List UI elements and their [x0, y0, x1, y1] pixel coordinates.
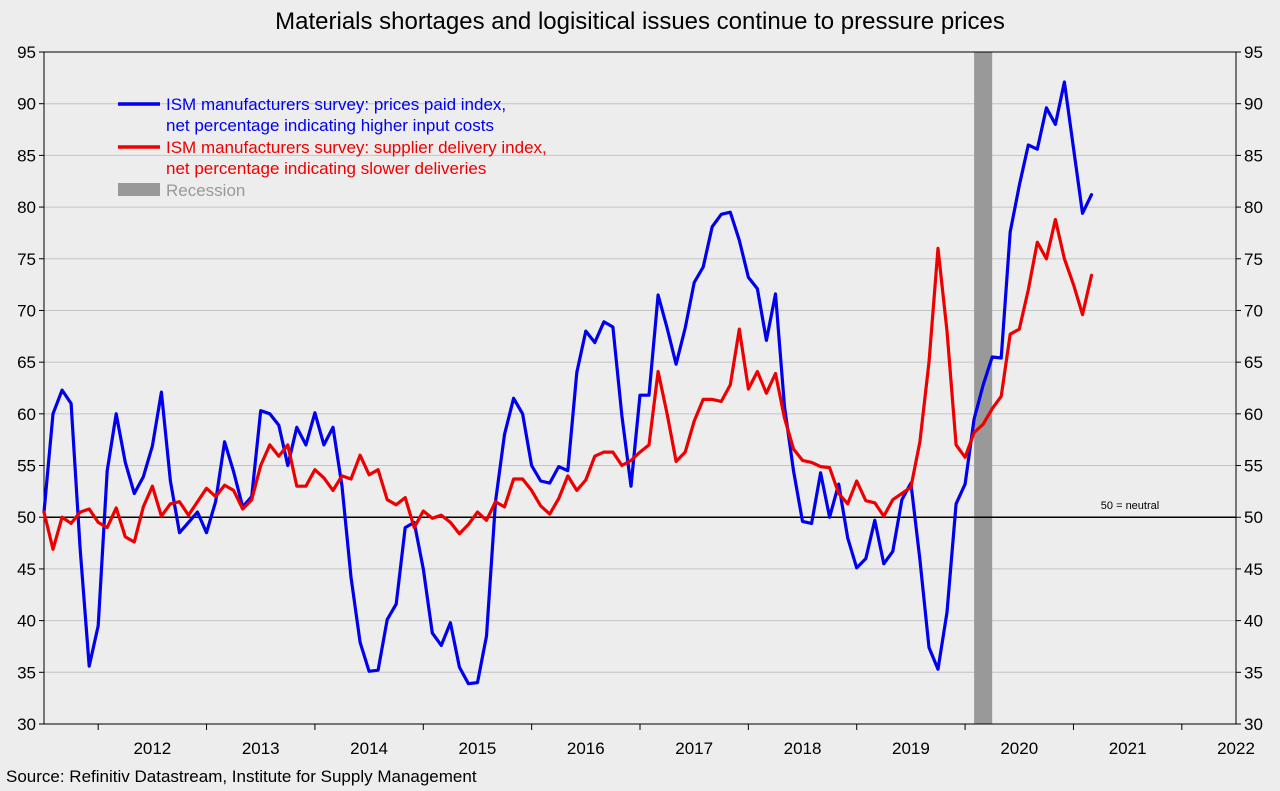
source-note: Source: Refinitiv Datastream, Institute …	[6, 767, 477, 786]
legend-swatch-recession	[118, 183, 160, 196]
x-tick-label-2020: 2020	[1000, 739, 1038, 758]
y-tick-label-right: 55	[1244, 457, 1263, 476]
y-tick-label-left: 95	[17, 43, 36, 62]
y-tick-label-left: 55	[17, 457, 36, 476]
y-tick-label-left: 85	[17, 146, 36, 165]
y-tick-label-right: 70	[1244, 301, 1263, 320]
y-tick-label-left: 75	[17, 250, 36, 269]
y-tick-label-right: 65	[1244, 353, 1263, 372]
y-tick-label-left: 45	[17, 560, 36, 579]
y-tick-label-right: 60	[1244, 405, 1263, 424]
y-tick-label-right: 75	[1244, 250, 1263, 269]
x-tick-label-2019: 2019	[892, 739, 930, 758]
y-tick-label-left: 50	[17, 508, 36, 527]
x-tick-label-2017: 2017	[675, 739, 713, 758]
series-line-1	[42, 80, 1094, 686]
x-tick-label-2022: 2022	[1217, 739, 1255, 758]
y-tick-label-right: 40	[1244, 612, 1263, 631]
y-tick-label-right: 95	[1244, 43, 1263, 62]
y-tick-label-left: 65	[17, 353, 36, 372]
axes: 30 30 35 35 40 40 45 45 50 50 55 55 60 60 65 65 70 70 75 75…	[17, 43, 1263, 758]
y-tick-label-right: 45	[1244, 560, 1263, 579]
neutral-line-label: 50 = neutral	[1101, 500, 1159, 512]
series-lines	[42, 80, 1094, 686]
legend-label-2: ISM manufacturers survey: supplier deliv…	[166, 138, 547, 157]
legend: ISM manufacturers survey: prices paid in…	[118, 95, 547, 200]
legend-label-1: net percentage indicating higher input c…	[166, 116, 494, 135]
y-tick-label-left: 90	[17, 95, 36, 114]
x-tick-label-2013: 2013	[242, 739, 280, 758]
y-tick-label-left: 80	[17, 198, 36, 217]
x-tick-label-2018: 2018	[784, 739, 822, 758]
x-tick-label-2014: 2014	[350, 739, 388, 758]
y-tick-label-left: 40	[17, 612, 36, 631]
gridlines	[44, 103, 1236, 673]
legend-label-2: net percentage indicating slower deliver…	[166, 159, 486, 178]
series-line-2	[42, 217, 1094, 551]
y-tick-label-right: 90	[1244, 95, 1263, 114]
y-tick-label-right: 50	[1244, 508, 1263, 527]
chart-title: Materials shortages and logisitical issu…	[275, 8, 1005, 35]
legend-label-1: ISM manufacturers survey: prices paid in…	[166, 95, 506, 114]
x-tick-label-2015: 2015	[459, 739, 497, 758]
y-tick-label-left: 35	[17, 663, 36, 682]
legend-label-3: Recession	[166, 181, 245, 200]
y-tick-label-right: 85	[1244, 146, 1263, 165]
y-tick-label-left: 60	[17, 405, 36, 424]
y-tick-label-right: 35	[1244, 663, 1263, 682]
x-tick-label-2021: 2021	[1109, 739, 1147, 758]
x-tick-label-2012: 2012	[133, 739, 171, 758]
x-tick-label-2016: 2016	[567, 739, 605, 758]
y-tick-label-left: 70	[17, 301, 36, 320]
y-tick-label-left: 30	[17, 715, 36, 734]
y-tick-label-right: 30	[1244, 715, 1263, 734]
y-tick-label-right: 80	[1244, 198, 1263, 217]
